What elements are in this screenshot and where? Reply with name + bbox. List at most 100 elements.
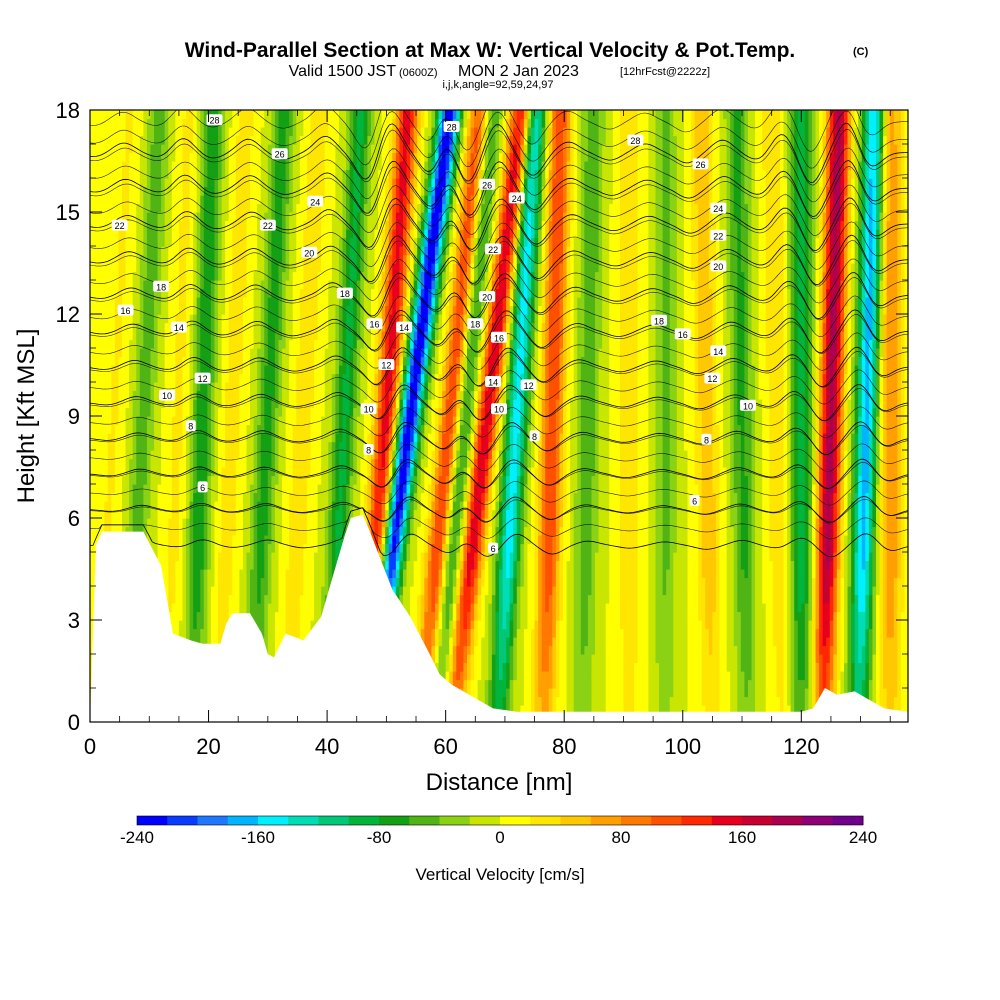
velocity-cell <box>733 705 738 715</box>
velocity-cell <box>516 577 521 587</box>
velocity-cell <box>872 577 877 587</box>
velocity-cell <box>744 696 749 706</box>
velocity-cell <box>605 645 610 655</box>
velocity-cell <box>676 662 681 672</box>
velocity-cell <box>726 594 731 604</box>
velocity-cell <box>719 705 724 715</box>
velocity-cell <box>904 671 908 681</box>
velocity-cell <box>851 671 856 681</box>
velocity-cell <box>161 569 166 579</box>
velocity-cell <box>755 560 760 570</box>
velocity-cell <box>687 620 692 630</box>
velocity-cell <box>577 671 582 681</box>
velocity-cell <box>815 620 820 630</box>
velocity-cell <box>570 560 575 570</box>
velocity-cell <box>676 560 681 570</box>
velocity-cell <box>790 654 795 664</box>
velocity-cell <box>701 696 706 706</box>
velocity-cell <box>726 603 731 613</box>
velocity-cell <box>623 662 628 672</box>
velocity-cell <box>701 645 706 655</box>
velocity-cell <box>833 645 838 655</box>
velocity-cell <box>317 611 322 621</box>
velocity-cell <box>413 611 418 621</box>
velocity-cell <box>538 611 543 621</box>
velocity-cell <box>861 586 866 596</box>
velocity-cell <box>470 662 475 672</box>
velocity-cell <box>726 645 731 655</box>
velocity-cell <box>715 679 721 689</box>
velocity-cell <box>779 679 785 689</box>
velocity-cell <box>392 560 397 570</box>
velocity-cell <box>555 543 561 553</box>
velocity-cell <box>466 577 472 587</box>
velocity-cell <box>538 654 543 664</box>
velocity-cell <box>491 688 497 698</box>
velocity-cell <box>506 696 511 706</box>
velocity-cell <box>616 654 621 664</box>
velocity-cell <box>659 628 664 638</box>
velocity-cell <box>804 569 810 579</box>
subtitle-grid: i,j,k,angle=92,59,24,97 <box>442 79 553 91</box>
velocity-cell <box>456 620 461 630</box>
velocity-cell <box>175 535 180 545</box>
velocity-cell <box>779 569 785 579</box>
velocity-cell <box>395 586 401 596</box>
velocity-cell <box>733 577 738 587</box>
velocity-cell <box>708 628 713 638</box>
velocity-cell <box>804 594 810 604</box>
velocity-cell <box>296 569 301 579</box>
velocity-cell <box>520 645 525 655</box>
velocity-cell <box>584 705 589 715</box>
velocity-cell <box>890 671 895 681</box>
velocity-cell <box>641 543 646 553</box>
velocity-cell <box>904 560 908 570</box>
velocity-cell <box>577 654 582 664</box>
velocity-cell <box>335 535 340 545</box>
velocity-cell <box>886 671 891 681</box>
velocity-cell <box>570 577 575 587</box>
velocity-cell <box>513 569 518 579</box>
velocity-cell <box>712 586 717 596</box>
velocity-cell <box>278 560 283 570</box>
velocity-cell <box>765 586 770 596</box>
velocity-cell <box>708 688 713 698</box>
velocity-cell <box>282 552 287 562</box>
velocity-cell <box>744 628 749 638</box>
velocity-cell <box>509 705 514 715</box>
velocity-cell <box>459 645 465 655</box>
velocity-cell <box>531 662 536 672</box>
velocity-cell <box>274 560 280 570</box>
velocity-cell <box>644 611 649 621</box>
velocity-cell <box>801 637 806 647</box>
velocity-cell <box>595 645 600 655</box>
velocity-cell <box>787 552 792 562</box>
velocity-cell <box>719 628 724 638</box>
velocity-cell <box>875 679 881 689</box>
velocity-cell <box>847 543 852 553</box>
velocity-cell <box>683 688 689 698</box>
velocity-cell <box>776 688 781 698</box>
velocity-cell <box>538 637 543 647</box>
velocity-cell <box>267 577 272 587</box>
velocity-cell <box>317 577 322 587</box>
velocity-cell <box>225 577 230 587</box>
velocity-cell <box>221 594 226 604</box>
velocity-cell <box>744 688 749 698</box>
velocity-cell <box>580 603 585 613</box>
velocity-cell <box>694 552 699 562</box>
velocity-cell <box>637 671 642 681</box>
velocity-cell <box>826 577 831 587</box>
velocity-cell <box>843 611 849 621</box>
velocity-cell <box>186 611 191 621</box>
velocity-cell <box>466 628 472 638</box>
velocity-cell <box>431 552 436 562</box>
velocity-cell <box>513 611 518 621</box>
velocity-cell <box>644 628 649 638</box>
velocity-cell <box>797 628 802 638</box>
velocity-cell <box>790 620 795 630</box>
velocity-cell <box>499 637 504 647</box>
velocity-cell <box>783 645 788 655</box>
velocity-cell <box>520 662 525 672</box>
velocity-cell <box>904 688 908 698</box>
